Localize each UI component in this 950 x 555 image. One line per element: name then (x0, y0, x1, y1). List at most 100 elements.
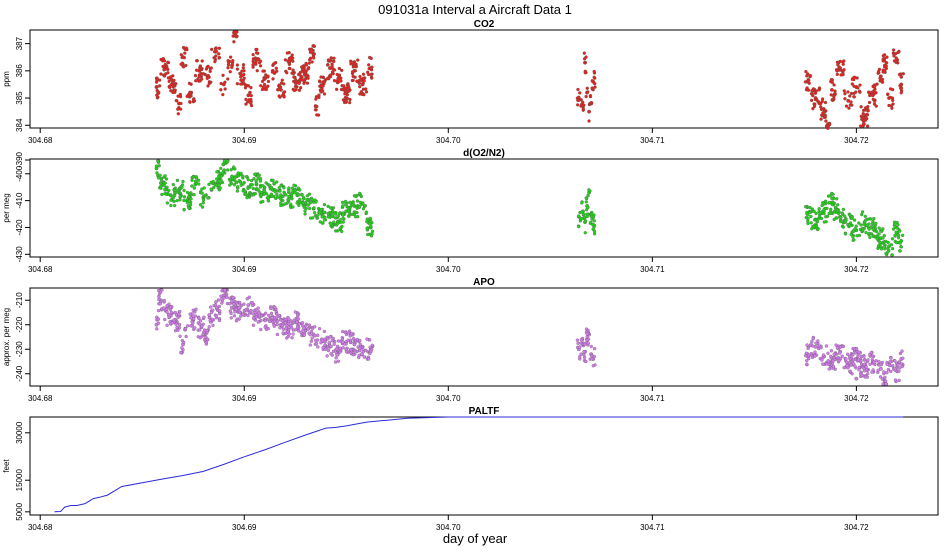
data-point (229, 316, 233, 320)
data-point (817, 207, 821, 211)
data-point (336, 80, 340, 84)
data-point (848, 369, 852, 374)
data-point (832, 83, 836, 87)
data-point (811, 89, 815, 93)
data-point (580, 210, 584, 214)
data-point (232, 302, 236, 306)
data-point (812, 225, 817, 229)
data-point (262, 189, 266, 193)
data-point (897, 72, 902, 77)
data-point (841, 207, 846, 212)
data-point (221, 73, 225, 78)
data-point (295, 312, 300, 317)
data-point (167, 79, 171, 84)
data-point (859, 223, 863, 227)
data-point (894, 240, 899, 245)
data-point (822, 211, 826, 216)
data-point (886, 250, 890, 254)
data-point (217, 179, 221, 183)
data-point (821, 201, 825, 205)
x-tick-label: 304.72 (844, 265, 869, 274)
data-point (855, 234, 859, 238)
data-point (832, 352, 836, 356)
data-point (343, 330, 348, 335)
data-point (291, 332, 295, 336)
data-point (325, 77, 330, 81)
data-point (355, 199, 360, 203)
y-tick-label: -210 (15, 292, 24, 309)
data-point (885, 362, 889, 366)
data-point (228, 70, 232, 74)
data-point (860, 210, 865, 214)
panel-1: d(O2/N2) per meg 304.68 304.69 304.70 304.71 3… (2, 148, 939, 274)
data-point (343, 86, 347, 90)
data-point (259, 193, 263, 197)
data-point (350, 212, 354, 217)
data-point (194, 175, 198, 179)
data-point (280, 323, 285, 328)
data-point (167, 188, 171, 193)
data-point (264, 87, 269, 92)
data-point (333, 212, 338, 216)
data-point (280, 319, 285, 323)
data-point (583, 231, 587, 235)
data-point (332, 68, 336, 72)
data-point (893, 378, 898, 382)
data-point (809, 351, 813, 356)
data-point (584, 70, 588, 75)
data-point (828, 122, 832, 126)
data-point (807, 78, 811, 82)
data-point (185, 190, 190, 195)
data-point (810, 227, 814, 231)
data-point (885, 370, 889, 375)
data-point (178, 309, 182, 314)
data-point (278, 189, 282, 193)
data-point (813, 344, 818, 349)
data-point (835, 197, 839, 201)
data-point (842, 59, 846, 63)
data-point (261, 184, 265, 188)
data-point (370, 343, 375, 347)
data-point (877, 232, 881, 236)
data-point (323, 343, 327, 347)
data-point (179, 62, 183, 66)
data-point (358, 85, 362, 89)
data-point (891, 48, 896, 52)
data-point (235, 185, 240, 189)
data-point (287, 62, 292, 66)
data-point (329, 344, 333, 349)
data-point (237, 306, 241, 310)
data-point (283, 202, 287, 206)
data-point (216, 175, 221, 179)
data-point (890, 253, 894, 257)
data-point (365, 337, 369, 341)
data-point (370, 65, 374, 69)
data-point (835, 216, 839, 220)
data-point (340, 68, 344, 73)
data-point (257, 313, 262, 318)
data-point (821, 111, 825, 115)
data-point (362, 355, 366, 359)
data-point (860, 212, 864, 217)
data-point (336, 359, 341, 363)
data-point (341, 213, 345, 217)
data-point (156, 321, 161, 325)
data-point (159, 177, 164, 182)
data-point (228, 302, 232, 306)
data-point (319, 89, 323, 93)
data-point (279, 201, 283, 205)
data-point (840, 211, 844, 215)
data-point (845, 360, 849, 364)
data-point (822, 220, 826, 224)
data-point (291, 205, 295, 209)
plot-frame (29, 158, 939, 258)
data-point (275, 195, 280, 199)
data-point (866, 104, 870, 109)
data-point (811, 344, 815, 348)
data-point (176, 107, 180, 111)
data-point (290, 71, 294, 75)
data-point (354, 194, 358, 199)
data-point (159, 72, 163, 76)
data-point (214, 300, 218, 304)
data-point (302, 81, 306, 86)
